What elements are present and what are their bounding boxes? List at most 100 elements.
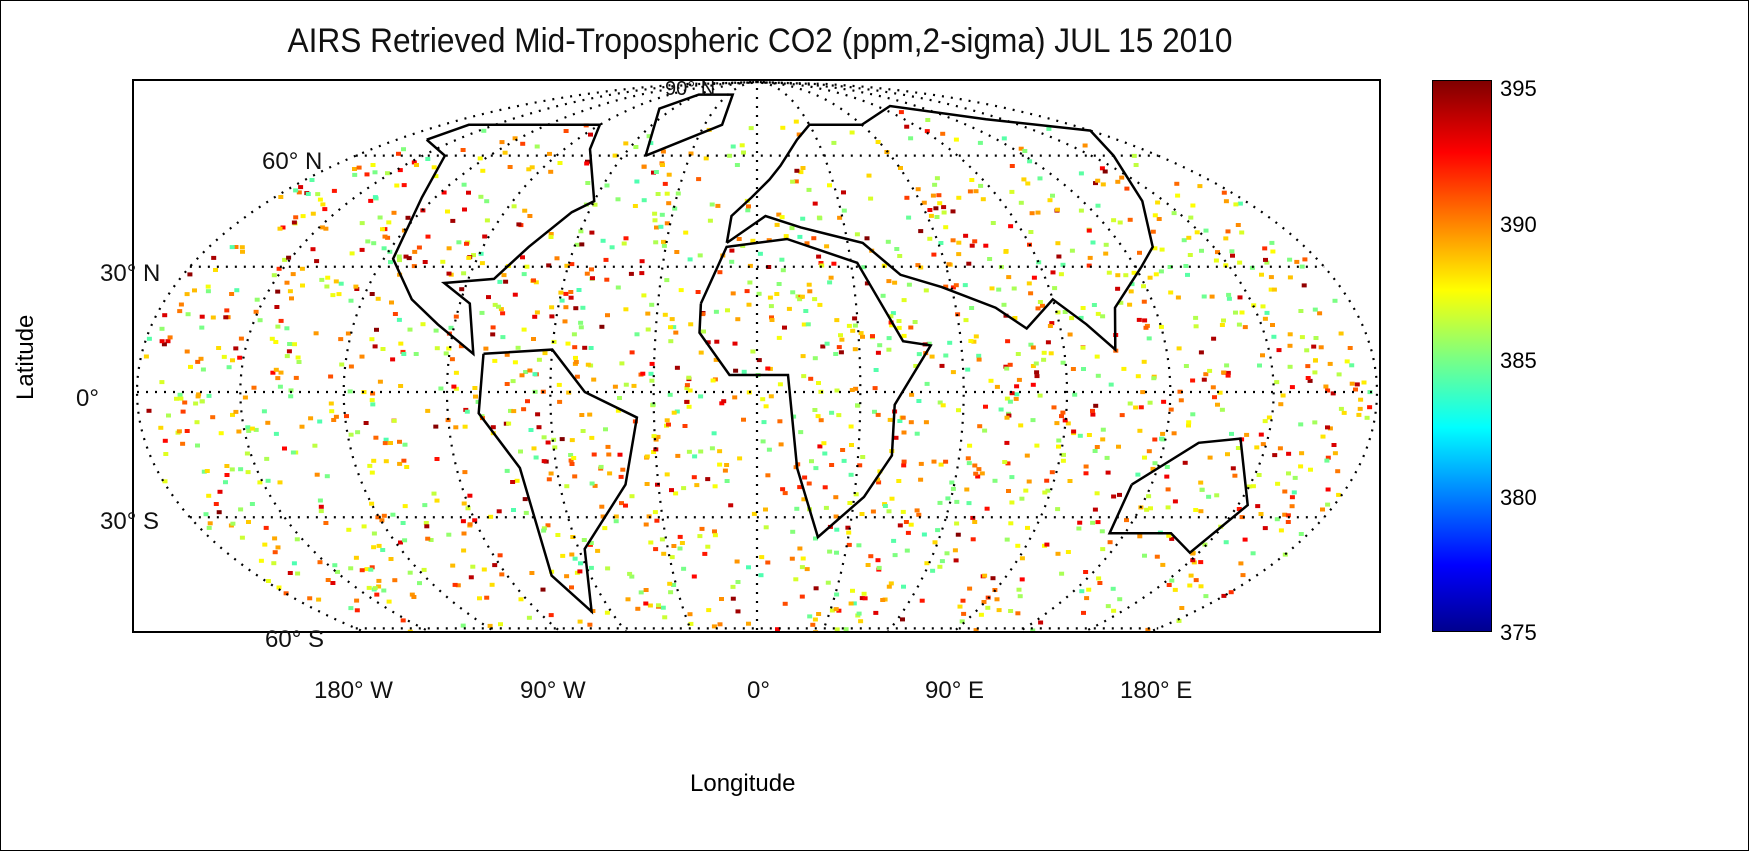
co2-pixel — [1263, 257, 1268, 262]
co2-pixel — [833, 607, 839, 612]
co2-pixel — [274, 305, 280, 309]
co2-pixel — [972, 463, 978, 468]
co2-pixel — [398, 540, 403, 545]
co2-pixel — [970, 515, 976, 520]
co2-pixel — [353, 555, 359, 560]
co2-pixel — [849, 443, 854, 447]
co2-pixel — [875, 140, 881, 144]
co2-pixel — [1221, 318, 1226, 323]
co2-pixel — [294, 537, 300, 542]
co2-pixel — [1168, 290, 1174, 295]
co2-pixel — [669, 317, 675, 322]
co2-pixel — [407, 629, 413, 632]
co2-pixel — [900, 415, 906, 420]
co2-pixel — [317, 560, 323, 565]
co2-pixel — [574, 242, 580, 247]
co2-pixel — [799, 594, 805, 599]
co2-pixel — [947, 670, 952, 674]
co2-pixel — [641, 198, 647, 203]
co2-pixel — [554, 256, 560, 261]
co2-pixel — [841, 458, 847, 463]
co2-pixel — [687, 612, 693, 617]
co2-pixel — [1092, 507, 1098, 512]
co2-pixel — [806, 282, 812, 287]
co2-pixel — [1128, 289, 1134, 294]
co2-pixel — [1327, 426, 1333, 431]
co2-pixel — [199, 325, 205, 330]
co2-pixel — [533, 455, 539, 460]
co2-pixel — [712, 533, 718, 538]
co2-pixel — [1277, 446, 1283, 451]
co2-pixel — [1141, 299, 1147, 304]
co2-pixel — [599, 324, 605, 329]
co2-pixel — [420, 322, 426, 327]
co2-pixel — [1117, 597, 1123, 602]
co2-pixel — [1055, 310, 1061, 315]
co2-pixel — [245, 470, 251, 475]
co2-pixel — [790, 290, 796, 295]
co2-pixel — [858, 331, 864, 336]
co2-pixel — [839, 337, 845, 342]
co2-pixel — [756, 291, 762, 296]
co2-pixel — [230, 358, 235, 363]
co2-pixel — [397, 168, 403, 173]
co2-pixel — [478, 251, 484, 256]
co2-pixel — [662, 660, 667, 664]
co2-pixel — [398, 384, 404, 388]
co2-pixel — [383, 459, 389, 464]
co2-pixel — [386, 220, 392, 225]
co2-pixel — [450, 563, 456, 568]
co2-pixel — [1165, 505, 1171, 510]
co2-pixel — [1236, 507, 1242, 511]
co2-pixel — [984, 506, 990, 511]
co2-pixel — [574, 374, 580, 379]
co2-pixel — [603, 257, 609, 262]
co2-pixel — [1158, 324, 1164, 329]
co2-pixel — [369, 470, 375, 475]
co2-pixel — [1338, 331, 1344, 336]
co2-pixel — [184, 292, 190, 297]
co2-pixel — [348, 606, 354, 611]
co2-pixel — [1223, 199, 1229, 204]
co2-pixel — [291, 220, 297, 225]
co2-pixel — [323, 226, 329, 231]
co2-pixel — [651, 434, 657, 439]
co2-pixel — [825, 580, 831, 585]
co2-pixel — [522, 208, 528, 213]
co2-pixel — [918, 229, 924, 234]
co2-pixel — [233, 409, 239, 414]
co2-pixel — [956, 252, 962, 257]
co2-pixel — [782, 491, 788, 496]
co2-pixel — [1091, 303, 1097, 307]
co2-pixel — [1258, 432, 1264, 437]
co2-pixel — [821, 441, 827, 446]
co2-pixel — [1166, 583, 1172, 587]
co2-pixel — [535, 412, 541, 417]
co2-pixel — [1009, 164, 1015, 168]
co2-pixel — [1069, 248, 1075, 253]
co2-pixel — [659, 212, 665, 217]
co2-pixel — [806, 187, 812, 192]
co2-pixel — [827, 183, 832, 188]
co2-pixel — [409, 592, 415, 597]
co2-pixel — [1147, 275, 1153, 280]
coastline — [644, 93, 735, 157]
co2-pixel — [582, 345, 588, 350]
co2-pixel — [627, 571, 633, 576]
co2-pixel — [730, 596, 736, 601]
co2-pixel — [461, 501, 467, 506]
co2-pixel — [269, 336, 275, 341]
co2-pixel — [1175, 193, 1181, 198]
co2-pixel — [870, 334, 875, 339]
co2-pixel — [653, 170, 659, 174]
co2-pixel — [568, 295, 574, 300]
co2-pixel — [397, 439, 402, 444]
co2-pixel — [481, 567, 487, 572]
co2-pixel — [969, 243, 975, 248]
co2-pixel — [563, 129, 569, 133]
co2-pixel — [318, 509, 324, 514]
co2-pixel — [639, 259, 645, 264]
co2-pixel — [1135, 374, 1141, 379]
co2-pixel — [799, 294, 805, 299]
co2-pixel — [1167, 265, 1173, 269]
